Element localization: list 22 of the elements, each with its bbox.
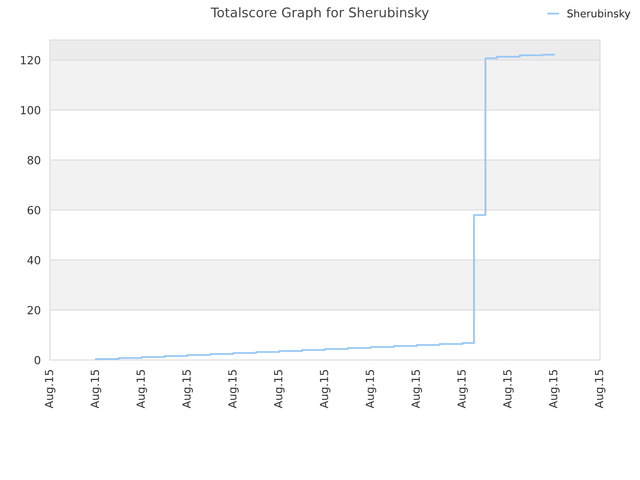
x-tick-label: Aug.15 (228, 370, 239, 408)
x-tick-label: Aug.15 (136, 370, 148, 408)
x-tick-label: Aug.15 (366, 370, 376, 408)
y-tick-label: 100 (20, 106, 40, 114)
y-tick-label: 60 (28, 206, 40, 214)
y-tick-label: 20 (28, 306, 40, 314)
y-tick-label: 40 (27, 256, 40, 264)
x-tick-label: Aug.15 (594, 370, 606, 408)
x-tick-label: Aug.15 (320, 370, 330, 408)
x-tick-label: Aug.15 (182, 370, 193, 408)
y-tick-label: 120 (20, 56, 40, 64)
x-tick-label: Aug.15 (274, 370, 285, 408)
x-tick-label: Aug.15 (44, 370, 56, 408)
x-tick-label: Aug.15 (503, 370, 514, 408)
x-tick-label: Aug.15 (549, 370, 560, 408)
x-tick-label: Aug.15 (412, 370, 422, 408)
legend-label: Sherubinsky (567, 9, 630, 20)
x-tick-label: Aug.15 (457, 370, 468, 408)
x-tick-label: Aug.15 (90, 370, 102, 408)
y-tick-label: 80 (28, 156, 40, 164)
chart-title: Totalscore Graph for Sherubinsky (210, 7, 429, 20)
y-tick-label: 0 (34, 356, 40, 364)
